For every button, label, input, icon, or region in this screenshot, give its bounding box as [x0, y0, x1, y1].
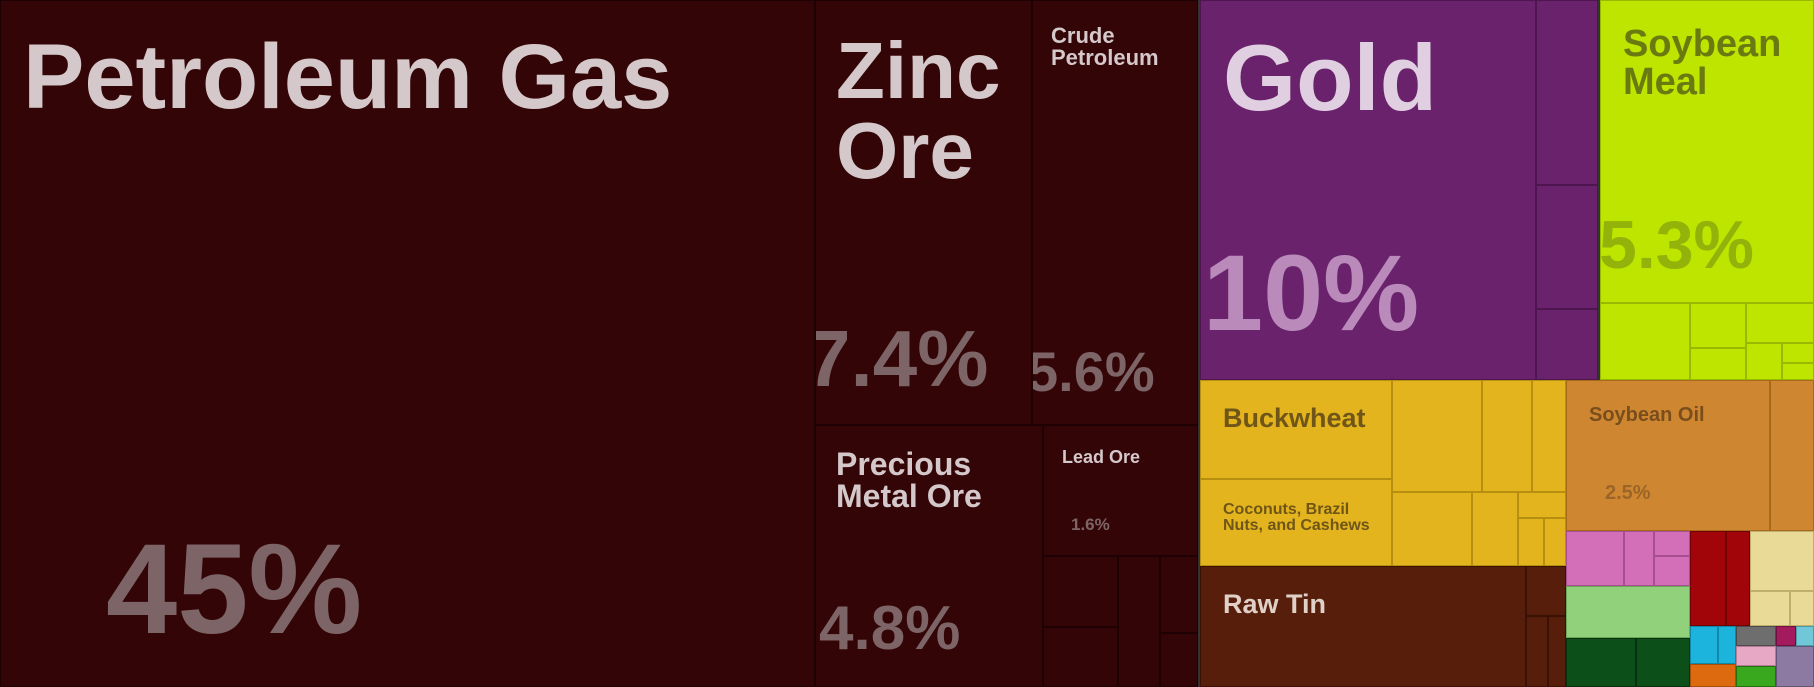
tile-pink-1[interactable]: [1566, 531, 1624, 586]
tile-precious-metal-ore[interactable]: Precious Metal Ore 4.8%: [815, 425, 1043, 687]
tile-gold[interactable]: Gold 10%: [1200, 0, 1536, 380]
tile-pink-2[interactable]: [1624, 531, 1654, 586]
tile-beige-2[interactable]: [1750, 591, 1790, 626]
tile-petroleum-gas[interactable]: Petroleum Gas 45%: [0, 0, 815, 687]
tile-value-lead-ore: 1.6%: [1071, 515, 1110, 534]
tile-yellow-2[interactable]: [1482, 380, 1532, 492]
tile-label-zinc-ore: Zinc Ore: [836, 26, 1001, 195]
tile-purple-1[interactable]: [1536, 0, 1598, 185]
tile-dark-small-3[interactable]: [1118, 556, 1160, 687]
tile-brown-1[interactable]: [1526, 566, 1566, 616]
tile-green-5[interactable]: [1746, 343, 1782, 380]
tile-value-precious-metal-ore: 4.8%: [819, 594, 961, 663]
tile-zinc-ore[interactable]: Zinc Ore 7.4%: [815, 0, 1032, 425]
tile-coconuts[interactable]: Coconuts, Brazil Nuts, and Cashews: [1200, 479, 1392, 566]
tile-pink-3[interactable]: [1654, 531, 1690, 556]
tile-buckwheat[interactable]: Buckwheat: [1200, 380, 1392, 479]
tile-gray-1[interactable]: [1736, 626, 1776, 646]
tile-label-soybean-meal: Soybean Meal: [1623, 23, 1782, 103]
tile-dark-small-4[interactable]: [1160, 556, 1198, 633]
tile-lavender-1[interactable]: [1776, 646, 1814, 687]
tile-cyan-1[interactable]: [1690, 626, 1718, 664]
tile-brown-2[interactable]: [1526, 616, 1548, 687]
tile-value-zinc-ore: 7.4%: [815, 314, 989, 403]
tile-beige-3[interactable]: [1790, 591, 1814, 626]
tile-darkgreen-2[interactable]: [1636, 638, 1690, 687]
tile-raw-tin[interactable]: Raw Tin: [1200, 566, 1526, 687]
tile-label-lead-ore: Lead Ore: [1062, 447, 1141, 467]
tile-pinklight-1[interactable]: [1736, 646, 1776, 666]
tile-value-soybean-meal: 5.3%: [1600, 207, 1754, 283]
tile-label-precious-metal-ore: Precious Metal Ore: [836, 446, 982, 514]
tile-red-1[interactable]: [1690, 531, 1726, 626]
tile-dark-small-1[interactable]: [1043, 556, 1118, 627]
tile-red-2[interactable]: [1726, 531, 1750, 626]
tile-yellow-7[interactable]: [1518, 518, 1544, 566]
tile-value-soybean-oil: 2.5%: [1605, 482, 1651, 504]
tile-pink-4[interactable]: [1654, 556, 1690, 586]
tile-orange-small[interactable]: [1690, 664, 1736, 687]
tile-yellow-5[interactable]: [1472, 492, 1518, 566]
tile-purple-2[interactable]: [1536, 185, 1598, 309]
tile-label-coconuts: Coconuts, Brazil Nuts, and Cashews: [1223, 501, 1370, 534]
tile-lightgreen-1[interactable]: [1566, 586, 1690, 638]
tile-yellow-6[interactable]: [1518, 492, 1566, 518]
tile-orange-1[interactable]: [1770, 380, 1814, 531]
tile-value-crude-petroleum: 5.6%: [1032, 340, 1155, 403]
tile-yellow-3[interactable]: [1532, 380, 1566, 492]
tile-green-6[interactable]: [1782, 343, 1814, 363]
tile-green-small[interactable]: [1736, 666, 1776, 687]
tile-lead-ore[interactable]: Lead Ore 1.6%: [1043, 425, 1198, 556]
tile-dark-small-2[interactable]: [1043, 627, 1118, 687]
tile-crude-petroleum[interactable]: Crude Petroleum 5.6%: [1032, 0, 1198, 425]
tile-value-gold: 10%: [1203, 232, 1420, 353]
tile-label-petroleum-gas: Petroleum Gas: [23, 26, 673, 128]
tile-label-soybean-oil: Soybean Oil: [1589, 404, 1705, 426]
tile-yellow-1[interactable]: [1392, 380, 1482, 492]
tile-label-buckwheat: Buckwheat: [1223, 403, 1366, 433]
tile-label-raw-tin: Raw Tin: [1223, 589, 1327, 619]
tile-green-3[interactable]: [1746, 303, 1814, 343]
tile-soybean-oil[interactable]: Soybean Oil 2.5%: [1566, 380, 1770, 531]
tile-magenta-1[interactable]: [1776, 626, 1796, 646]
tile-label-crude-petroleum: Crude Petroleum: [1051, 23, 1159, 70]
tile-cyan-2[interactable]: [1718, 626, 1736, 664]
tile-dark-small-5[interactable]: [1160, 633, 1198, 687]
tile-green-2[interactable]: [1690, 303, 1746, 348]
tile-label-gold: Gold: [1223, 25, 1438, 130]
tile-soybean-meal[interactable]: Soybean Meal 5.3%: [1600, 0, 1814, 303]
tile-green-4[interactable]: [1690, 348, 1746, 380]
tile-yellow-4[interactable]: [1392, 492, 1472, 566]
tile-value-petroleum-gas: 45%: [106, 518, 363, 661]
tile-beige-1[interactable]: [1750, 531, 1814, 591]
tile-yellow-8[interactable]: [1544, 518, 1566, 566]
tile-green-1[interactable]: [1600, 303, 1690, 380]
tile-brown-3[interactable]: [1548, 616, 1566, 687]
tile-darkgreen-1[interactable]: [1566, 638, 1636, 687]
tile-purple-3[interactable]: [1536, 309, 1598, 380]
tile-teal-1[interactable]: [1796, 626, 1814, 646]
tile-green-7[interactable]: [1782, 363, 1814, 380]
